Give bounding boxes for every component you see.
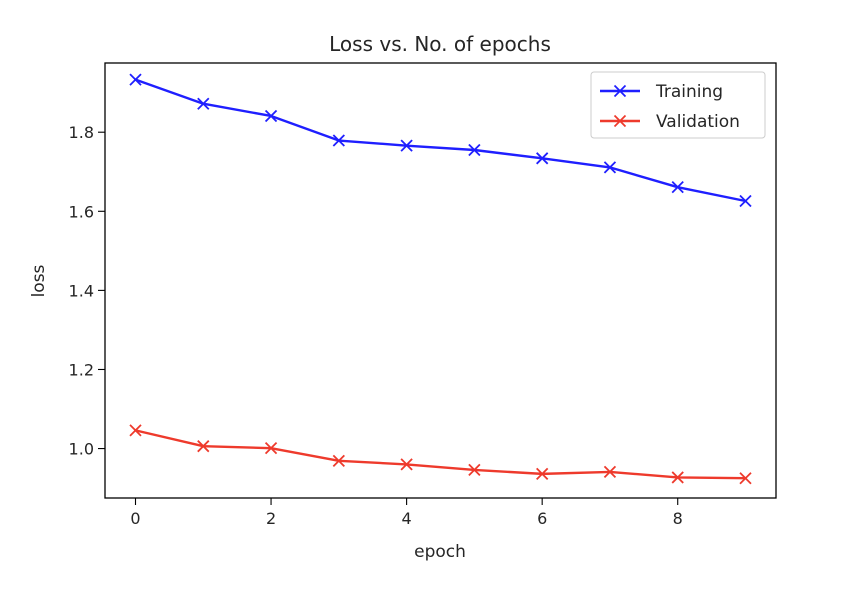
y-tick-label: 1.4 (69, 281, 94, 300)
legend-label-validation: Validation (656, 112, 740, 132)
x-tick-label: 2 (266, 509, 276, 528)
y-axis-label: loss (29, 264, 49, 297)
validation-data-point (536, 467, 549, 481)
plot-frame (104, 62, 777, 499)
training-data-point (197, 97, 210, 110)
legend-marker-training (613, 84, 627, 98)
y-tick-label: 1.6 (69, 202, 94, 221)
chart-title: Loss vs. No. of epochs (329, 32, 551, 56)
training-data-point (264, 109, 278, 123)
y-axis: 1.0 1.2 1.4 1.6 1.8 (69, 123, 105, 459)
y-tick-label: 1.2 (69, 360, 94, 379)
validation-data-point (739, 472, 752, 485)
validation-data-point (671, 471, 684, 484)
x-tick-label: 4 (402, 509, 412, 528)
validation-data-point (468, 463, 481, 477)
training-data-point (536, 152, 549, 165)
validation-data-point (264, 442, 278, 455)
legend-item-training: Training (600, 82, 723, 102)
validation-data-point (332, 454, 345, 467)
validation-data-point (197, 440, 210, 453)
validation-series-line (134, 429, 747, 480)
validation-data-point (603, 465, 617, 479)
training-data-point (400, 139, 413, 152)
x-axis-label: epoch (414, 542, 466, 562)
legend-label-training: Training (655, 82, 723, 102)
training-data-point (129, 73, 142, 86)
validation-data-point (400, 458, 413, 471)
training-series-line (134, 78, 747, 203)
training-data-point (332, 134, 345, 147)
y-tick-label: 1.8 (69, 123, 94, 142)
x-tick-label: 0 (130, 509, 140, 528)
plot-area (129, 73, 752, 485)
training-data-point (671, 181, 684, 194)
x-tick-label: 8 (673, 509, 683, 528)
y-tick-label: 1.0 (69, 440, 94, 459)
training-data-point (468, 143, 481, 157)
validation-data-point (129, 424, 142, 437)
legend: Training Validation (590, 71, 766, 139)
training-data-point (739, 194, 752, 208)
legend-marker-validation (613, 114, 627, 128)
x-axis: 0 2 4 6 8 (130, 498, 683, 528)
training-data-point (603, 161, 617, 174)
x-tick-label: 6 (537, 509, 547, 528)
legend-item-validation: Validation (600, 112, 740, 132)
